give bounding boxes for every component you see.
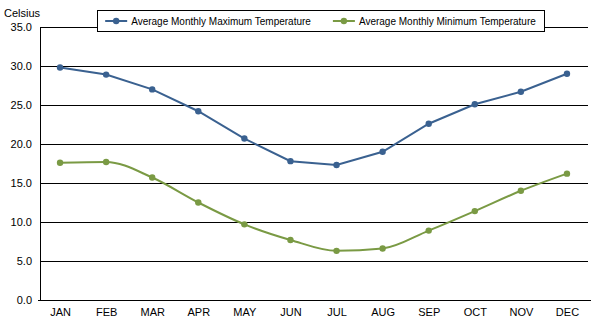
y-tick-label: 15.0 bbox=[11, 177, 32, 189]
y-tick: 25.0 bbox=[11, 99, 40, 111]
x-tick: JUN bbox=[280, 300, 301, 318]
x-tick-label: APR bbox=[187, 306, 210, 318]
y-tick-label: 30.0 bbox=[11, 60, 32, 72]
series-marker bbox=[103, 159, 109, 165]
series-line bbox=[60, 68, 567, 166]
grid-line bbox=[40, 66, 588, 67]
x-tick-label: FEB bbox=[96, 306, 117, 318]
grid-line bbox=[40, 261, 588, 262]
x-tick: FEB bbox=[96, 300, 117, 318]
series-marker bbox=[287, 237, 293, 243]
y-axis-title: Celsius bbox=[4, 7, 41, 19]
x-tick: SEP bbox=[418, 300, 440, 318]
legend: Average Monthly Maximum Temperature Avera… bbox=[98, 11, 545, 32]
series-marker bbox=[195, 108, 201, 114]
x-axis: JAN FEB MAR APR MAY JUN JUL AUG SEP OCT NOV DEC bbox=[38, 300, 591, 318]
x-tick: NOV bbox=[509, 300, 534, 318]
x-tick-label: OCT bbox=[464, 306, 488, 318]
x-tick-label: NOV bbox=[509, 306, 534, 318]
legend-item: Average Monthly Maximum Temperature bbox=[105, 16, 311, 27]
y-tick: 30.0 bbox=[11, 60, 40, 72]
x-tick-label: JAN bbox=[50, 306, 71, 318]
legend-marker bbox=[341, 18, 347, 24]
series-marker bbox=[333, 162, 339, 168]
y-tick: 35.0 bbox=[11, 21, 40, 33]
grid-line bbox=[40, 183, 588, 184]
series-marker bbox=[426, 227, 432, 233]
x-tick: DEC bbox=[556, 300, 579, 318]
series-marker bbox=[103, 71, 109, 77]
grid-line bbox=[40, 105, 588, 106]
legend-label: Average Monthly Maximum Temperature bbox=[131, 16, 311, 27]
y-tick: 0.0 bbox=[17, 294, 40, 306]
y-axis-line bbox=[40, 28, 41, 301]
legend-marker bbox=[113, 18, 119, 24]
x-tick: AUG bbox=[371, 300, 395, 318]
y-tick-label: 0.0 bbox=[17, 294, 32, 306]
series-marker bbox=[518, 188, 524, 194]
y-tick: 5.0 bbox=[17, 255, 40, 267]
series-marker bbox=[518, 89, 524, 95]
y-tick: 15.0 bbox=[11, 177, 40, 189]
x-tick-label: DEC bbox=[556, 306, 579, 318]
y-tick: 20.0 bbox=[11, 138, 40, 150]
x-tick-label: MAR bbox=[140, 306, 165, 318]
x-tick-label: SEP bbox=[418, 306, 440, 318]
x-tick-label: AUG bbox=[371, 306, 395, 318]
grid-line bbox=[40, 144, 588, 145]
series-marker bbox=[149, 174, 155, 180]
y-axis: 0.0 5.0 10.0 15.0 20.0 25.0 30.0 35.0 bbox=[11, 21, 41, 306]
series-marker bbox=[564, 71, 570, 77]
y-tick-label: 5.0 bbox=[17, 255, 32, 267]
x-tick: JUL bbox=[327, 300, 347, 318]
x-tick-label: JUN bbox=[280, 306, 301, 318]
legend-item: Average Monthly Minimum Temperature bbox=[333, 16, 536, 27]
y-tick-label: 20.0 bbox=[11, 138, 32, 150]
legend-label: Average Monthly Minimum Temperature bbox=[359, 16, 536, 27]
series-marker bbox=[379, 245, 385, 251]
y-tick-label: 35.0 bbox=[11, 21, 32, 33]
x-tick: MAY bbox=[233, 300, 257, 318]
series-marker bbox=[472, 101, 478, 107]
series-marker bbox=[379, 149, 385, 155]
grid bbox=[40, 27, 588, 300]
x-tick: JAN bbox=[50, 300, 71, 318]
series-line bbox=[60, 162, 567, 251]
plot-area bbox=[57, 64, 570, 254]
x-tick-label: MAY bbox=[233, 306, 257, 318]
series-marker bbox=[57, 160, 63, 166]
x-tick: APR bbox=[187, 300, 210, 318]
y-tick: 10.0 bbox=[11, 216, 40, 228]
series-marker bbox=[195, 199, 201, 205]
y-tick-label: 25.0 bbox=[11, 99, 32, 111]
x-axis-line bbox=[38, 300, 591, 301]
x-tick-label: JUL bbox=[327, 306, 347, 318]
series-marker bbox=[241, 221, 247, 227]
x-tick: MAR bbox=[140, 300, 165, 318]
y-tick-label: 10.0 bbox=[11, 216, 32, 228]
series-marker bbox=[241, 135, 247, 141]
chart: 0.0 5.0 10.0 15.0 20.0 25.0 30.0 35.0 JAN FEB MAR A… bbox=[0, 0, 591, 331]
series-marker bbox=[426, 121, 432, 127]
series-marker bbox=[57, 64, 63, 70]
legend-box bbox=[98, 11, 545, 32]
series-marker bbox=[333, 248, 339, 254]
grid-line bbox=[40, 222, 588, 223]
series-marker bbox=[472, 208, 478, 214]
x-tick: OCT bbox=[464, 300, 488, 318]
series-marker bbox=[149, 86, 155, 92]
series-marker bbox=[287, 158, 293, 164]
series-marker bbox=[564, 170, 570, 176]
